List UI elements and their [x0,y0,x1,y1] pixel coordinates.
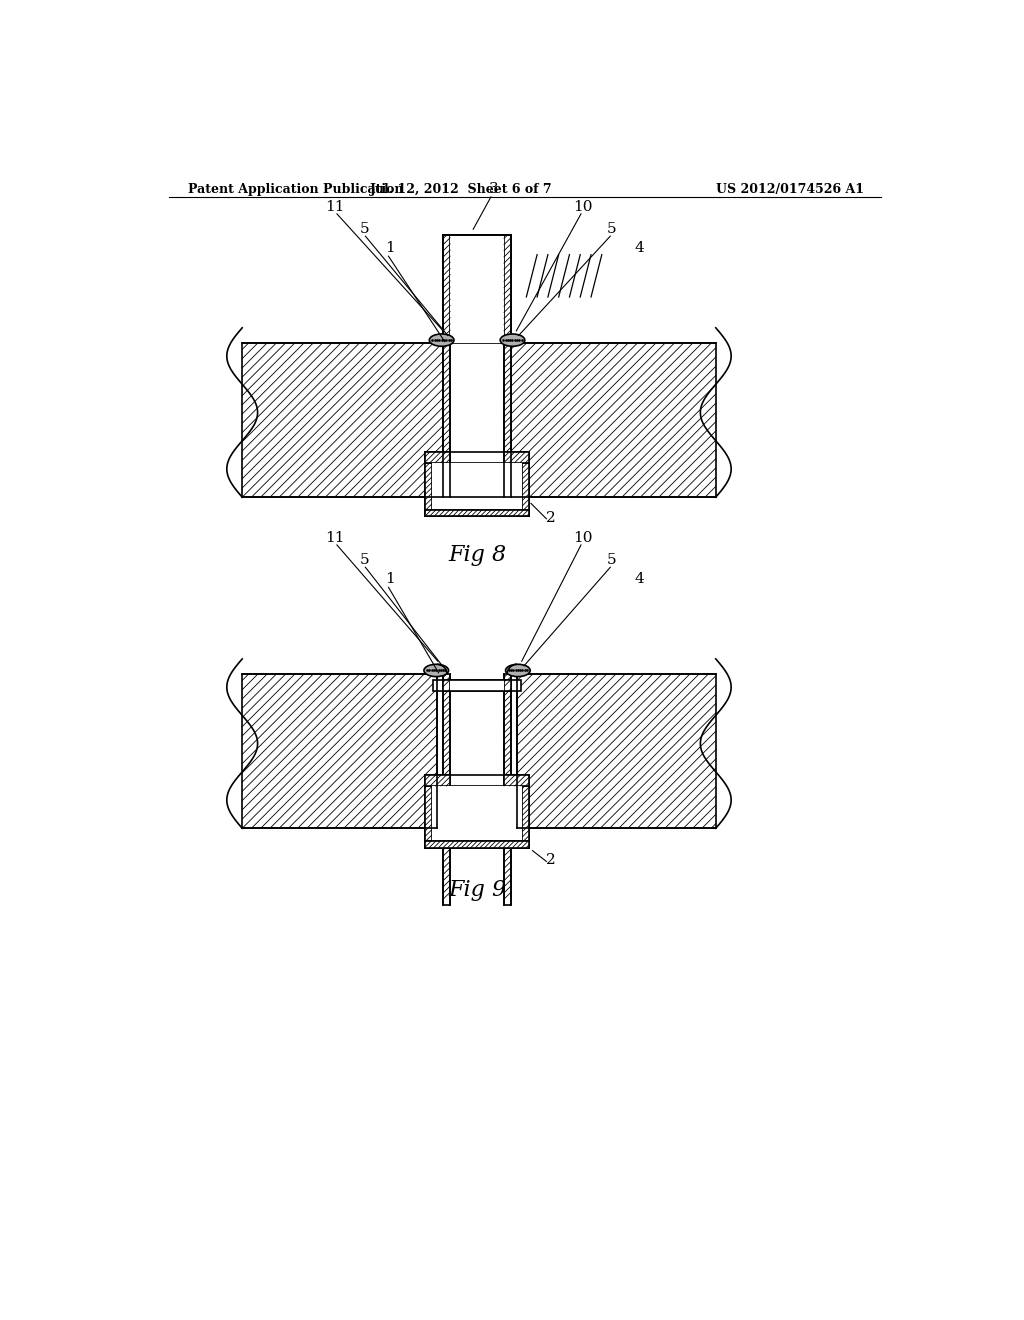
Text: 5: 5 [606,553,616,568]
Text: 10: 10 [573,199,593,214]
Bar [522,785,529,847]
Ellipse shape [429,334,454,346]
Ellipse shape [424,664,449,677]
Bar [443,235,511,343]
Polygon shape [517,675,716,829]
Bar [451,235,504,343]
Text: Patent Application Publication: Patent Application Publication [188,183,403,197]
Text: Jul. 12, 2012  Sheet 6 of 7: Jul. 12, 2012 Sheet 6 of 7 [371,183,553,197]
Text: 4: 4 [635,573,645,586]
Bar [425,451,451,462]
Text: 2: 2 [547,854,556,867]
Bar [504,343,511,498]
Bar [425,785,529,847]
Bar [425,775,451,785]
Text: US 2012/0174526 A1: US 2012/0174526 A1 [716,183,864,197]
Bar [504,451,529,462]
Bar [425,785,432,847]
Text: 11: 11 [326,199,345,214]
Bar [425,510,529,516]
Bar [443,681,451,692]
Bar [504,235,511,343]
Bar [425,841,529,847]
Text: 5: 5 [606,222,616,236]
Bar [425,775,529,785]
Bar [425,462,529,516]
Bar [451,675,504,906]
Text: 3: 3 [488,182,499,197]
Text: 11: 11 [326,531,345,545]
Bar [425,510,529,516]
Text: 5: 5 [360,553,370,568]
Bar [451,681,504,692]
Bar [433,681,521,692]
Ellipse shape [506,664,530,677]
Bar [443,675,451,906]
Text: 4: 4 [635,242,645,255]
Polygon shape [511,343,716,498]
Text: 1: 1 [385,573,394,586]
Bar [432,785,522,847]
Bar [504,675,511,906]
Bar [443,343,451,498]
Text: 5: 5 [360,222,370,236]
Text: 10: 10 [573,531,593,545]
Bar [425,462,432,516]
Bar [451,498,504,582]
Text: 2: 2 [547,511,556,525]
Polygon shape [243,343,443,498]
Bar [504,681,511,692]
Bar [425,451,529,462]
Bar [443,343,511,498]
Polygon shape [243,675,437,829]
Text: Fig 9: Fig 9 [447,879,506,902]
Text: 1: 1 [385,242,394,255]
Bar [432,462,522,516]
Bar [425,841,529,847]
Bar [504,775,529,785]
Ellipse shape [500,334,525,346]
Text: Fig 8: Fig 8 [447,544,506,566]
Bar [443,235,451,343]
Bar [522,462,529,516]
